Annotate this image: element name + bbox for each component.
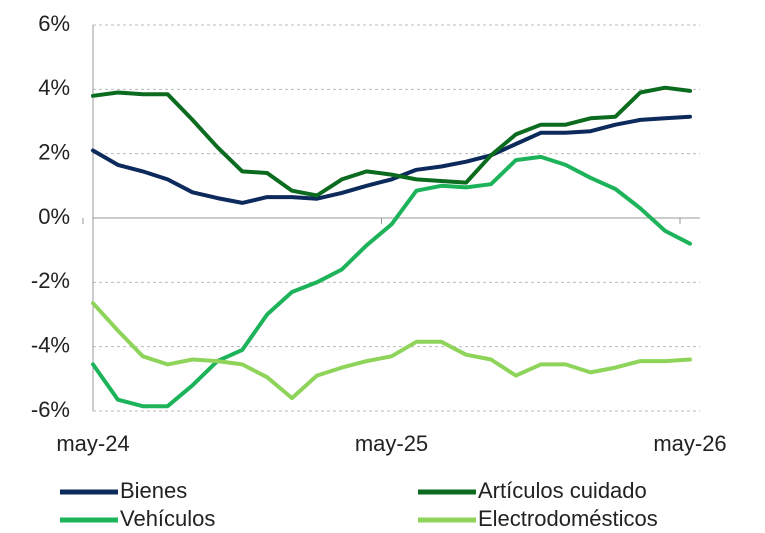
y-tick-label: -2% bbox=[31, 268, 70, 293]
x-tick-label: may-25 bbox=[355, 431, 428, 456]
legend-label: Artículos cuidado bbox=[478, 478, 647, 503]
y-tick-label: 2% bbox=[38, 139, 70, 164]
legend-label: Vehículos bbox=[120, 506, 215, 531]
series-line bbox=[91, 85, 692, 198]
series-line bbox=[91, 301, 692, 401]
x-tick-label: may-24 bbox=[56, 431, 129, 456]
y-tick-label: -4% bbox=[31, 332, 70, 357]
y-tick-label: -6% bbox=[31, 397, 70, 422]
legend-label: Bienes bbox=[120, 478, 187, 503]
y-tick-label: 4% bbox=[38, 75, 70, 100]
series-line bbox=[91, 114, 692, 205]
y-tick-label: 6% bbox=[38, 11, 70, 36]
series-line bbox=[91, 154, 692, 409]
x-tick-label: may-26 bbox=[653, 431, 726, 456]
legend-label: Electrodomésticos bbox=[478, 506, 658, 531]
y-tick-label: 0% bbox=[38, 204, 70, 229]
